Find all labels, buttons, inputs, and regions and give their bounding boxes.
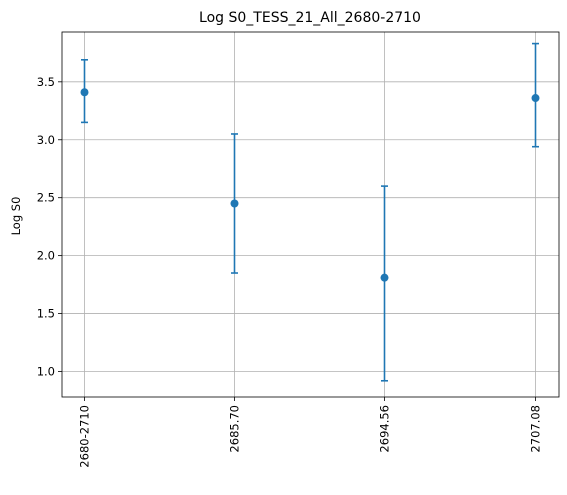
data-marks (80, 42, 540, 382)
x-tick-label: 2680-2710 (78, 405, 92, 468)
y-tick-label: 3.0 (37, 133, 55, 147)
ticks: 1.0 1.5 2.0 2.5 3.0 3.5 2680-2710 2685.70 2694.5… (37, 75, 543, 468)
data-point (380, 273, 389, 282)
x-tick-label: 2685.70 (228, 405, 242, 453)
y-tick-label: 3.5 (37, 75, 55, 89)
y-axis-label: Log S0 (9, 197, 23, 236)
y-tick-label: 2.0 (37, 249, 55, 263)
data-point (80, 88, 89, 97)
y-tick-label: 1.5 (37, 307, 55, 321)
data-point (531, 94, 540, 103)
x-tick-label: 2694.56 (378, 405, 392, 453)
data-point (230, 199, 239, 208)
grid (62, 32, 559, 397)
y-tick-label: 1.0 (37, 365, 55, 379)
chart-title: Log S0_TESS_21_All_2680-2710 (199, 10, 421, 26)
y-tick-label: 2.5 (37, 191, 55, 205)
plot-frame (61, 31, 560, 398)
x-tick-label: 2707.08 (529, 405, 543, 453)
